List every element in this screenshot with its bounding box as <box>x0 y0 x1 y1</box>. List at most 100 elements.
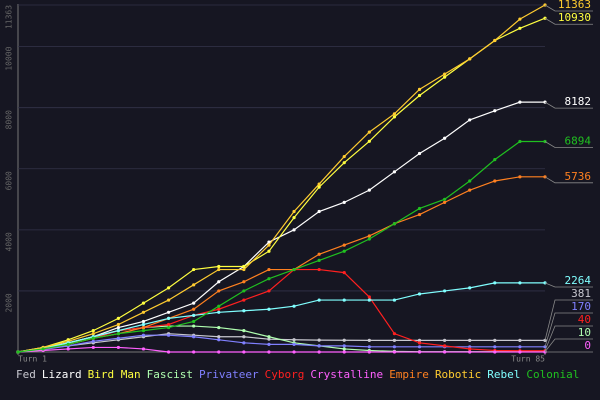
data-point <box>217 307 221 311</box>
data-point <box>242 329 246 333</box>
data-point <box>166 322 171 327</box>
data-point <box>192 267 196 272</box>
end-label: 40 <box>578 313 591 326</box>
data-point <box>367 345 371 349</box>
data-point <box>367 338 371 342</box>
x-tick-label: Turn 85 <box>511 355 545 364</box>
data-point <box>417 151 422 156</box>
data-point <box>217 335 221 339</box>
end-label: 0 <box>584 339 591 352</box>
label-connector <box>544 299 593 341</box>
end-label: 8182 <box>565 95 592 108</box>
data-point <box>217 338 221 342</box>
data-point <box>493 109 497 113</box>
data-point <box>192 350 196 354</box>
label-connector <box>544 282 593 288</box>
data-point <box>468 57 472 61</box>
data-point <box>16 350 20 354</box>
data-point <box>417 292 422 296</box>
data-point <box>317 338 321 342</box>
data-point <box>342 350 346 354</box>
data-point <box>66 347 70 351</box>
legend-entry: Robotic <box>434 368 482 381</box>
data-point <box>267 337 271 341</box>
data-point <box>443 289 447 293</box>
x-tick-label: Turn 1 <box>18 355 47 364</box>
end-label: 2264 <box>565 274 592 287</box>
data-point <box>267 342 271 346</box>
data-point <box>443 350 447 354</box>
data-point <box>317 252 321 256</box>
data-point <box>342 243 346 247</box>
data-point <box>116 332 120 336</box>
data-point <box>417 93 422 98</box>
data-point <box>292 338 296 342</box>
data-point <box>166 350 171 354</box>
data-point <box>493 179 497 183</box>
y-tick-label: 2000 <box>5 293 14 312</box>
data-point <box>166 316 171 321</box>
legend-entry: Fascist <box>146 368 193 381</box>
data-point <box>267 307 271 311</box>
data-point <box>417 341 422 345</box>
data-point <box>342 200 346 204</box>
data-point <box>166 310 171 314</box>
legend-entry: Lizard <box>41 368 82 381</box>
data-point <box>141 322 146 327</box>
label-connector <box>544 338 593 352</box>
series-line <box>17 334 545 353</box>
data-point <box>342 161 346 165</box>
data-point <box>518 281 522 285</box>
data-point <box>518 350 522 354</box>
data-point <box>242 289 246 293</box>
end-label: 5736 <box>565 170 592 183</box>
data-point <box>192 319 196 324</box>
data-point <box>292 342 296 346</box>
data-point <box>317 185 321 189</box>
data-point <box>141 319 146 324</box>
data-point <box>242 267 246 272</box>
data-point <box>443 197 447 201</box>
data-point <box>292 216 296 220</box>
data-point <box>141 347 146 351</box>
data-point <box>141 325 146 330</box>
data-point <box>417 87 422 91</box>
data-point <box>342 154 346 159</box>
data-point <box>91 339 95 343</box>
data-point <box>217 264 221 269</box>
data-point <box>166 298 171 302</box>
data-point <box>493 345 497 349</box>
series-line <box>17 282 545 353</box>
data-point <box>392 170 397 174</box>
data-point <box>493 38 497 43</box>
label-connector <box>544 325 593 351</box>
data-point <box>166 286 171 290</box>
label-connector <box>544 312 593 347</box>
data-point <box>192 335 196 339</box>
data-point <box>242 350 246 354</box>
data-point <box>292 304 296 308</box>
data-point <box>367 298 371 302</box>
y-tick-label: 8000 <box>5 110 14 129</box>
series-line <box>17 4 546 353</box>
chart: 2000 4000 6000 8000 10000 11363 Turn 1 Turn 85 0… <box>5 0 593 364</box>
data-point <box>192 324 196 328</box>
data-point <box>367 188 371 192</box>
data-point <box>443 200 447 204</box>
data-point <box>518 345 522 349</box>
data-point <box>141 301 146 305</box>
data-point <box>443 75 447 79</box>
data-point <box>292 209 296 214</box>
data-point <box>91 332 95 336</box>
data-point <box>518 100 522 104</box>
series-line <box>17 346 545 353</box>
end-label: 10930 <box>558 11 591 24</box>
data-point <box>367 350 371 354</box>
data-point <box>217 304 221 308</box>
data-point <box>317 298 321 302</box>
data-point <box>166 333 171 337</box>
data-point <box>443 338 447 342</box>
data-point <box>192 313 196 317</box>
data-point <box>217 310 221 314</box>
label-connector <box>544 176 593 184</box>
